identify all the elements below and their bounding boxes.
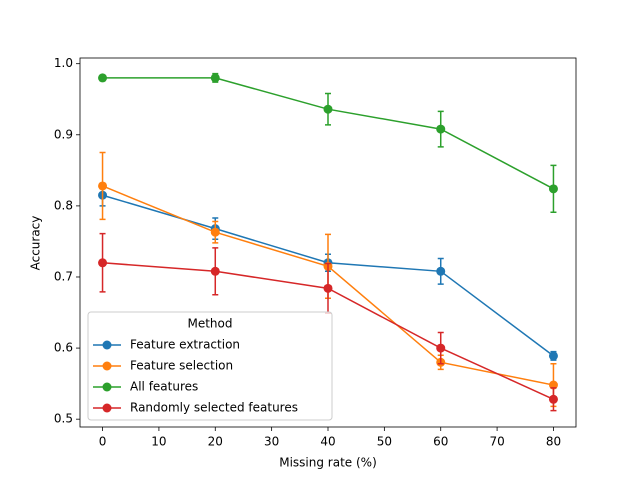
marker <box>548 351 558 361</box>
x-tick-label: 30 <box>264 435 279 449</box>
y-tick-label: 1.0 <box>54 56 73 70</box>
marker <box>436 266 446 276</box>
x-axis-label: Missing rate (%) <box>279 456 377 470</box>
y-tick-label: 0.7 <box>54 269 73 283</box>
marker <box>98 258 108 268</box>
legend-marker <box>102 340 112 350</box>
legend-label: Feature extraction <box>130 338 240 352</box>
marker <box>210 266 220 276</box>
x-tick-label: 0 <box>99 435 107 449</box>
marker <box>548 184 558 194</box>
legend-label: Feature selection <box>130 359 233 373</box>
marker <box>548 394 558 404</box>
legend-title: Method <box>187 317 232 331</box>
legend-marker <box>102 403 112 413</box>
x-tick-label: 10 <box>151 435 166 449</box>
x-tick-label: 20 <box>208 435 223 449</box>
marker <box>210 227 220 237</box>
legend-marker <box>102 361 112 371</box>
y-axis-label: Accuracy <box>29 216 43 271</box>
y-tick-label: 0.9 <box>54 127 73 141</box>
y-tick-label: 0.6 <box>54 341 73 355</box>
y-tick-label: 0.5 <box>54 412 73 426</box>
legend-label: Randomly selected features <box>130 401 298 415</box>
marker <box>98 181 108 191</box>
x-tick-label: 80 <box>546 435 561 449</box>
marker <box>436 343 446 353</box>
marker <box>323 283 333 293</box>
x-tick-label: 40 <box>320 435 335 449</box>
axes-frame <box>79 57 577 428</box>
x-tick-label: 70 <box>489 435 504 449</box>
marker <box>436 124 446 134</box>
marker <box>98 73 108 83</box>
marker <box>210 73 220 83</box>
legend-marker <box>102 382 112 392</box>
x-tick-label: 60 <box>433 435 448 449</box>
legend-box <box>87 311 333 421</box>
marker <box>323 104 333 114</box>
legend-label: All features <box>130 380 198 394</box>
x-tick-label: 50 <box>377 435 392 449</box>
y-tick-label: 0.8 <box>54 198 73 212</box>
